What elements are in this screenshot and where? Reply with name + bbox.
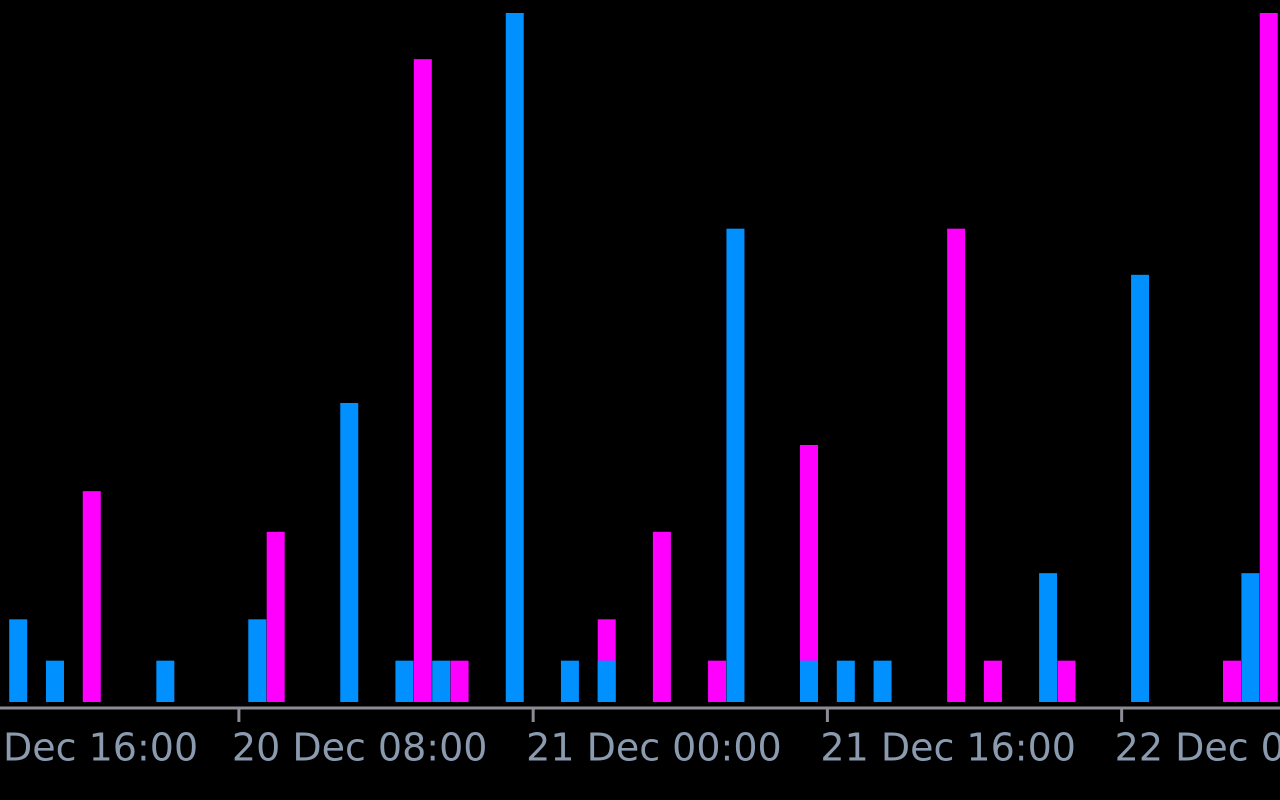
x-tick-label: 20 Dec 08:00 — [232, 726, 488, 770]
bar — [395, 660, 414, 702]
bar — [1241, 573, 1260, 702]
bar — [340, 402, 359, 702]
x-tick-label: 22 Dec 0 — [1115, 726, 1280, 770]
bar — [432, 660, 451, 702]
bar — [560, 660, 579, 702]
bar — [726, 228, 745, 703]
bar — [873, 660, 892, 702]
bar — [45, 660, 64, 702]
bar — [82, 491, 101, 702]
bar — [800, 660, 819, 702]
bar — [1259, 13, 1278, 702]
bar — [1131, 274, 1150, 702]
bar — [652, 531, 671, 702]
bar — [947, 228, 966, 703]
bar — [248, 619, 267, 702]
bar — [983, 660, 1002, 702]
bar — [1223, 660, 1241, 702]
bar — [505, 13, 524, 702]
bar — [836, 660, 855, 702]
bar — [597, 660, 616, 702]
bar — [708, 660, 727, 702]
bar — [156, 660, 175, 702]
bar — [450, 660, 469, 702]
bar — [413, 59, 432, 702]
bar — [1057, 660, 1076, 702]
x-tick-label: 21 Dec 16:00 — [820, 726, 1076, 770]
bar — [9, 619, 28, 702]
bar — [1039, 573, 1058, 702]
bar — [266, 531, 285, 702]
bar — [800, 445, 819, 702]
x-tick-label: Dec 16:00 — [3, 726, 198, 770]
x-tick-label: 21 Dec 00:00 — [526, 726, 782, 770]
